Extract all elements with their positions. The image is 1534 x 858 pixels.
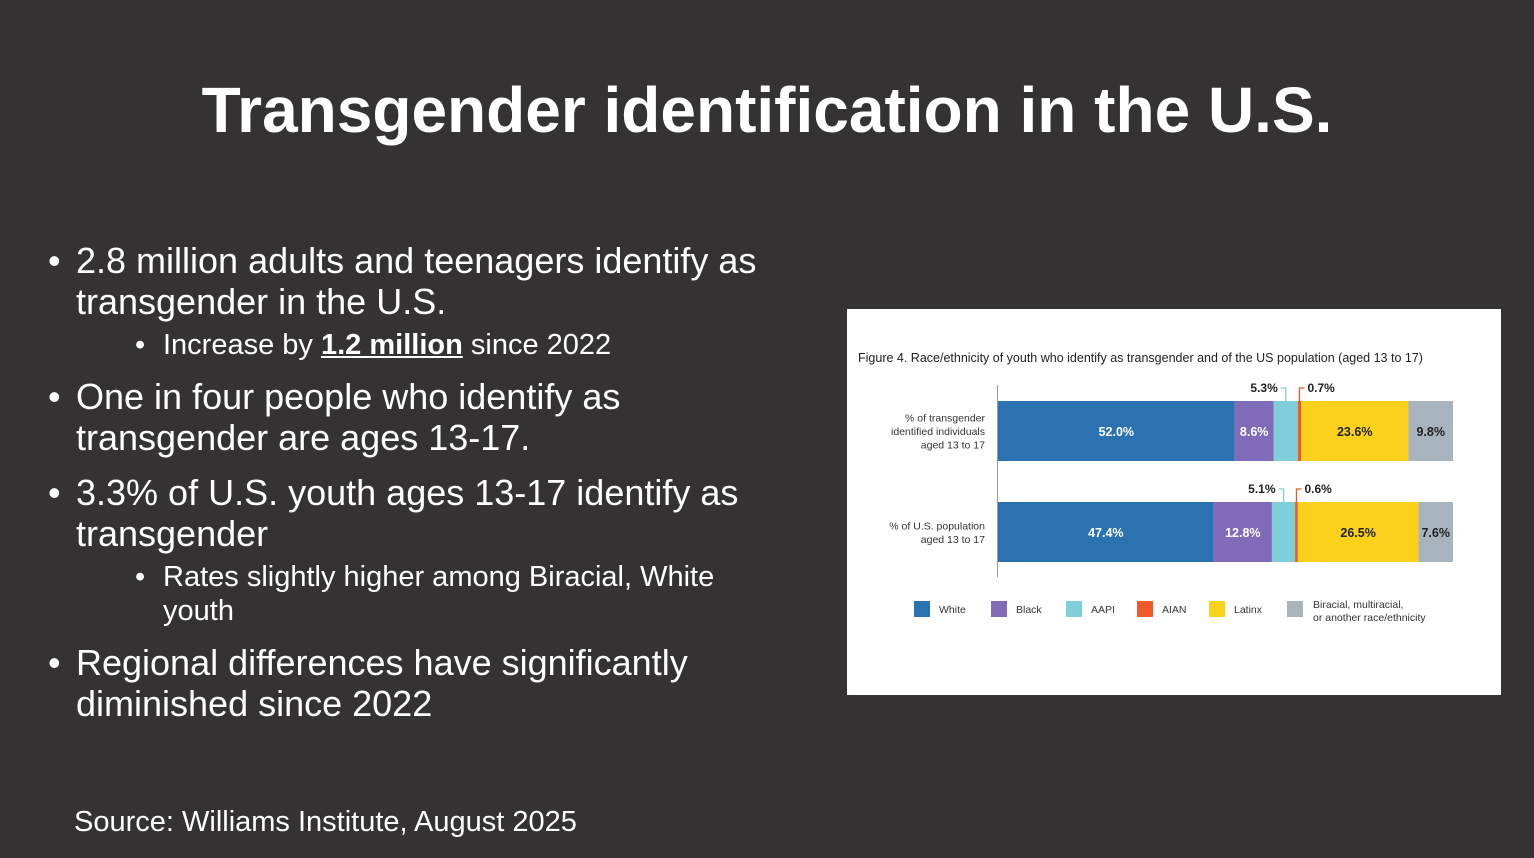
bullet-item: • 2.8 million adults and teenagers ident… [48, 240, 788, 362]
bar-segment-latinx [1301, 401, 1409, 461]
legend-label: Biracial, multiracial, [1313, 599, 1403, 611]
legend-label: AAPI [1091, 604, 1115, 616]
data-label: 5.1% [1248, 482, 1276, 496]
legend-swatch [1137, 601, 1153, 617]
sub-bullet-suffix: since 2022 [462, 329, 612, 361]
bar-segment-latinx [1297, 502, 1419, 562]
chart-title: Figure 4. Race/ethnicity of youth who id… [858, 351, 1423, 365]
bullet-item: • One in four people who identify as tra… [48, 376, 788, 458]
legend-swatch [1066, 601, 1082, 617]
legend-swatch [914, 601, 930, 617]
legend-label: Black [1016, 604, 1042, 616]
bar-segment-black [1234, 401, 1274, 461]
data-label: 0.7% [1307, 381, 1335, 395]
bullet-glyph: • [48, 642, 61, 683]
legend-swatch [1287, 601, 1303, 617]
bullet-text: 3.3% of U.S. youth ages 13-17 identify a… [76, 472, 739, 554]
source-citation: Source: Williams Institute, August 2025 [74, 806, 577, 838]
data-label: 23.6% [1337, 425, 1372, 439]
sub-bullet-prefix: Increase by [163, 329, 321, 361]
callout-leader [1280, 387, 1287, 401]
bar-segment-biracial [1408, 401, 1453, 461]
bar-segment-aapi [1271, 502, 1296, 562]
data-label: 7.6% [1421, 526, 1450, 540]
bullet-text: 2.8 million adults and teenagers identif… [76, 240, 757, 322]
legend-swatch [1209, 601, 1225, 617]
bar-segment-aian [1297, 401, 1302, 461]
bullet-glyph: • [48, 240, 61, 281]
category-label: % of transgender identified individuals ag… [891, 413, 985, 452]
bar-segment-biracial [1418, 502, 1453, 562]
bullet-glyph: • [48, 472, 61, 513]
legend-label: White [939, 604, 966, 616]
data-label: 52.0% [1099, 425, 1134, 439]
chart-card: Figure 4. Race/ethnicity of youth who id… [847, 309, 1501, 695]
bar-segment-white [998, 502, 1214, 562]
bullet-text: One in four people who identify as trans… [76, 376, 621, 458]
sub-bullet-text: Rates slightly higher among Biracial, Wh… [163, 561, 715, 627]
category-label: % of U.S. population aged 13 to 17 [889, 520, 985, 546]
data-label: 12.8% [1225, 526, 1260, 540]
bar-segment-aapi [1273, 401, 1298, 461]
stacked-bar-chart: Figure 4. Race/ethnicity of youth who id… [858, 351, 1453, 624]
bullet-glyph: • [135, 329, 146, 361]
sub-bullet-item: • Rates slightly higher among Biracial, … [76, 560, 788, 628]
callout-leader [1295, 488, 1302, 502]
bullet-glyph: • [48, 376, 61, 417]
slide-title: Transgender identification in the U.S. [201, 74, 1333, 146]
bullet-list: • 2.8 million adults and teenagers ident… [48, 240, 788, 738]
bullet-item: • 3.3% of U.S. youth ages 13-17 identify… [48, 472, 788, 628]
callout-leader [1298, 387, 1305, 401]
legend-swatch [991, 601, 1007, 617]
data-label: 9.8% [1416, 425, 1445, 439]
highlight-value: 1.2 million [320, 329, 463, 361]
data-label: 26.5% [1340, 526, 1375, 540]
bar-segment-black [1213, 502, 1272, 562]
bar-segment-white [998, 401, 1235, 461]
callout-leader [1278, 488, 1285, 502]
bullet-item: • Regional differences have significantl… [48, 642, 788, 724]
data-label: 5.3% [1250, 381, 1278, 395]
sub-bullet-item: • Increase by 1.2 million since 2022 [76, 328, 788, 362]
bullet-glyph: • [135, 561, 146, 593]
legend-label: Latinx [1234, 604, 1263, 616]
legend-label: AIAN [1162, 604, 1187, 616]
data-label: 8.6% [1240, 425, 1269, 439]
data-label: 47.4% [1088, 526, 1123, 540]
data-label: 0.6% [1304, 482, 1332, 496]
bullet-text: Regional differences have significantly … [76, 642, 688, 724]
bar-segment-aian [1295, 502, 1298, 562]
legend-label: or another race/ethnicity [1313, 612, 1426, 624]
